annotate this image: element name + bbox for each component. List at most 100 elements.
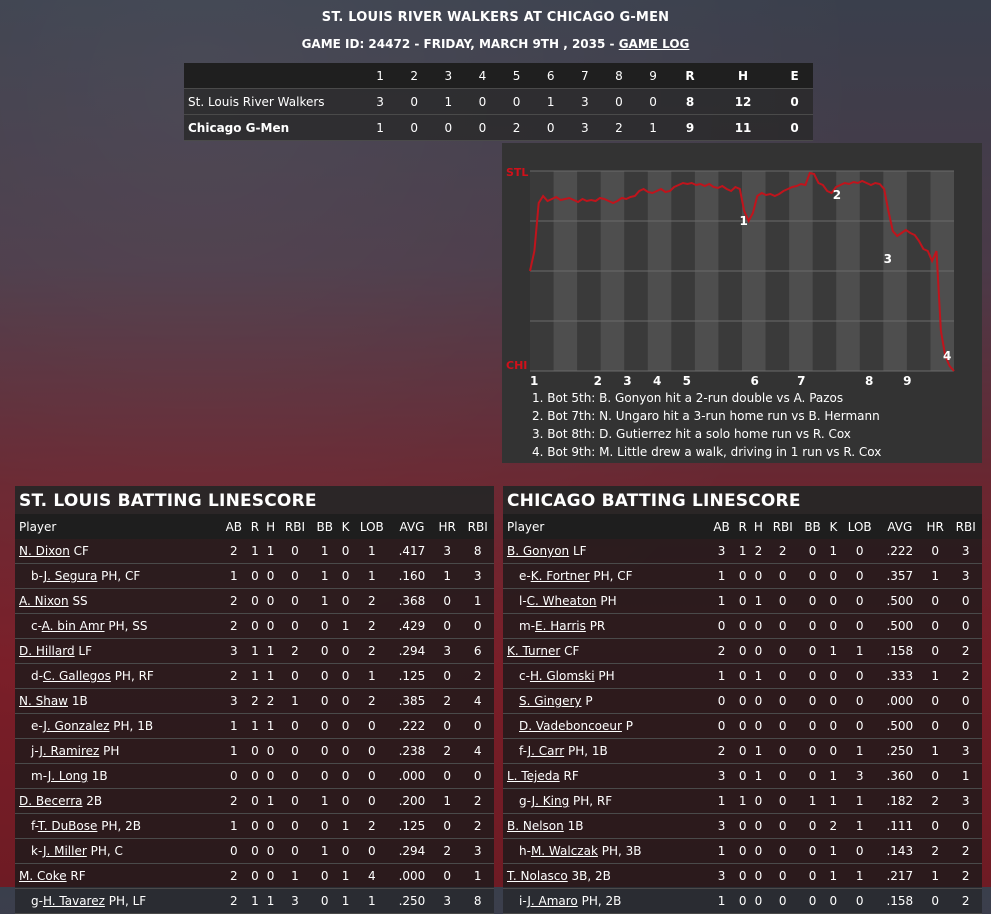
column-header[interactable]: BB bbox=[311, 514, 339, 539]
table-row: e-K. Fortner PH, CF 1 0 0 0 0 0 0.357 1 3 bbox=[503, 563, 982, 589]
stat-cell: 0 bbox=[949, 688, 982, 714]
column-header[interactable]: AB bbox=[708, 514, 736, 539]
stat-cell: 1 bbox=[220, 813, 248, 839]
stat-cell: 0 bbox=[840, 613, 879, 639]
player-name-link[interactable]: L. Tejeda bbox=[507, 769, 560, 783]
stat-cell: .222 bbox=[878, 539, 921, 564]
player-name-link[interactable]: D. Becerra bbox=[19, 794, 83, 808]
player-name-link[interactable]: J. Gonzalez bbox=[43, 719, 110, 733]
player-name-link[interactable]: D. Vadeboncoeur bbox=[519, 719, 622, 733]
column-header[interactable]: Player bbox=[15, 514, 221, 539]
column-header[interactable]: RBI bbox=[949, 514, 982, 539]
stat-cell: 1 bbox=[311, 563, 339, 589]
player-name-link[interactable]: K. Fortner bbox=[530, 569, 590, 583]
column-header[interactable]: AB bbox=[220, 514, 248, 539]
player-name-link[interactable]: J. King bbox=[531, 794, 570, 808]
column-header[interactable]: HR bbox=[920, 514, 950, 539]
sub-prefix: d- bbox=[31, 669, 43, 683]
stat-cell: 1 bbox=[278, 688, 312, 714]
player-position: PH, CF bbox=[97, 569, 141, 583]
stat-cell: 3 bbox=[949, 738, 982, 764]
player-position: CF bbox=[560, 644, 580, 658]
column-header[interactable]: R bbox=[735, 514, 751, 539]
column-header[interactable]: Player bbox=[503, 514, 708, 539]
player-name-link[interactable]: K. Turner bbox=[507, 644, 561, 658]
stat-cell: 2 bbox=[220, 539, 248, 564]
stat-cell: 0 bbox=[262, 563, 279, 589]
column-header[interactable]: H bbox=[750, 514, 767, 539]
stat-cell: .417 bbox=[390, 539, 433, 564]
stat-cell: .294 bbox=[390, 638, 433, 664]
player-name-link[interactable]: B. Nelson bbox=[507, 819, 564, 833]
stat-cell: .158 bbox=[878, 638, 921, 664]
chart-note: 1. Bot 5th: B. Gonyon hit a 2-run double… bbox=[532, 391, 844, 405]
column-header[interactable]: HR bbox=[433, 514, 462, 539]
player-position: CF bbox=[69, 544, 89, 558]
inning-tick-label: 6 bbox=[750, 374, 758, 388]
column-header[interactable]: K bbox=[826, 514, 841, 539]
column-header[interactable]: RBI bbox=[766, 514, 799, 539]
stat-cell: 0 bbox=[920, 688, 950, 714]
player-name-link[interactable]: N. Dixon bbox=[19, 544, 70, 558]
player-name-link[interactable]: E. Harris bbox=[535, 619, 586, 633]
stat-cell: 1 bbox=[352, 563, 391, 589]
column-header[interactable]: RBI bbox=[461, 514, 494, 539]
player-name-link[interactable]: H. Glomski bbox=[529, 669, 595, 683]
stat-cell: 0 bbox=[311, 888, 339, 914]
column-header[interactable]: R bbox=[247, 514, 263, 539]
player-name-link[interactable]: C. Gallegos bbox=[42, 669, 111, 683]
stat-cell: 1 bbox=[826, 863, 841, 889]
column-header[interactable]: H bbox=[262, 514, 279, 539]
column-header[interactable]: LOB bbox=[840, 514, 879, 539]
player-name-link[interactable]: C. Wheaton bbox=[526, 594, 597, 608]
inning-score: 0 bbox=[397, 114, 432, 141]
stat-cell: 0 bbox=[949, 613, 982, 639]
player-name-link[interactable]: M. Walczak bbox=[530, 844, 598, 858]
stat-cell: 0 bbox=[433, 763, 462, 789]
stat-cell: 0 bbox=[247, 763, 263, 789]
stat-cell: 3 bbox=[220, 638, 248, 664]
stat-cell: 0 bbox=[247, 838, 263, 864]
column-header[interactable]: BB bbox=[798, 514, 827, 539]
stat-cell: 0 bbox=[766, 788, 799, 814]
linescore-header-row: 1 2 3 4 5 6 7 8 9 R H E bbox=[184, 63, 813, 89]
player-name-link[interactable]: J. Carr bbox=[527, 744, 565, 758]
column-header[interactable]: AVG bbox=[878, 514, 921, 539]
player-name-link[interactable]: T. Nolasco bbox=[507, 869, 568, 883]
column-header[interactable]: LOB bbox=[352, 514, 391, 539]
player-name-link[interactable]: J. Long bbox=[47, 769, 88, 783]
player-name-link[interactable]: J. Segura bbox=[43, 569, 98, 583]
player-name-link[interactable]: T. DuBose bbox=[37, 819, 98, 833]
player-name-link[interactable]: J. Miller bbox=[42, 844, 87, 858]
stat-cell: 0 bbox=[338, 788, 353, 814]
inning-score: 0 bbox=[601, 88, 636, 115]
player-name-link[interactable]: J. Amaro bbox=[527, 894, 578, 908]
stat-cell: 0 bbox=[826, 563, 841, 589]
player-name-link[interactable]: H. Tavarez bbox=[42, 894, 105, 908]
stat-cell: 0 bbox=[798, 763, 827, 789]
stat-cell: 1 bbox=[750, 763, 767, 789]
player-name-link[interactable]: B. Gonyon bbox=[507, 544, 570, 558]
stat-cell: 0 bbox=[920, 638, 950, 664]
stat-cell: 1 bbox=[920, 863, 950, 889]
player-name-link[interactable]: D. Hillard bbox=[19, 644, 75, 658]
linescore-row-away: St. Louis River Walkers 3 0 1 0 0 1 3 0 … bbox=[184, 88, 813, 115]
stat-cell: 0 bbox=[708, 713, 736, 739]
sub-prefix: f- bbox=[519, 744, 528, 758]
player-name-link[interactable]: J. Ramirez bbox=[39, 744, 100, 758]
inning-score: 1 bbox=[431, 88, 466, 115]
player-name-link[interactable]: A. bin Amr bbox=[41, 619, 105, 633]
stat-cell: 0 bbox=[826, 888, 841, 914]
column-header[interactable]: AVG bbox=[390, 514, 433, 539]
column-header[interactable]: K bbox=[338, 514, 353, 539]
player-name-link[interactable]: S. Gingery bbox=[519, 694, 582, 708]
stat-cell: 1 bbox=[352, 539, 391, 564]
stat-cell: 1 bbox=[262, 539, 279, 564]
column-header[interactable]: RBI bbox=[278, 514, 312, 539]
stat-cell: 0 bbox=[735, 863, 751, 889]
player-name-link[interactable]: M. Coke bbox=[19, 869, 67, 883]
stat-cell: .250 bbox=[390, 888, 433, 914]
player-name-link[interactable]: N. Shaw bbox=[19, 694, 68, 708]
game-log-link[interactable]: GAME LOG bbox=[618, 37, 690, 51]
player-name-link[interactable]: A. Nixon bbox=[19, 594, 69, 608]
